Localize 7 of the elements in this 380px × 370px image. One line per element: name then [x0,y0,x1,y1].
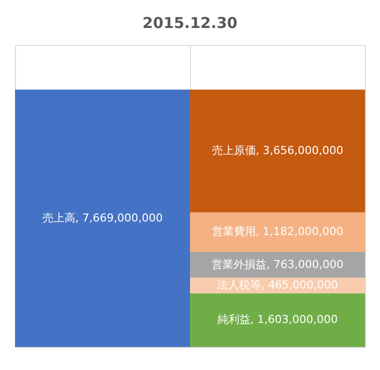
data-label: 売上高, 7,669,000,000 [42,211,163,224]
data-label: 売上原価, 3,656,000,000 [212,144,344,157]
data-label: 法人税等, 465,000,000 [217,278,338,292]
data-label: 営業外損益, 763,000,000 [212,258,344,271]
data-label: 営業費用, 1,182,000,000 [212,225,344,238]
chart-title: 2015.12.30 [142,14,238,32]
data-label: 純利益, 1,603,000,000 [217,313,338,326]
